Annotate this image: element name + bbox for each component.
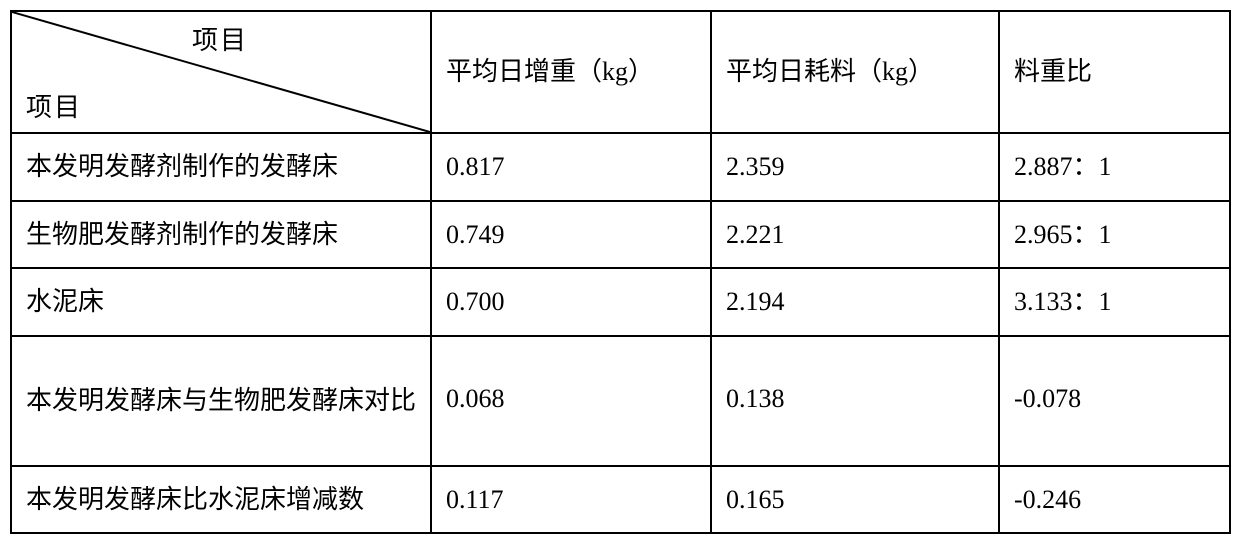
row-label: 本发明发酵床比水泥床增减数 — [12, 467, 430, 533]
cell-value: 2.221 — [712, 202, 998, 268]
cell-value: 0.165 — [712, 467, 998, 533]
column-header: 料重比 — [999, 11, 1230, 133]
cell-value: 2.965：1 — [1000, 202, 1229, 268]
cell-value: 0.817 — [432, 134, 710, 200]
data-cell: 2.194 — [711, 268, 999, 336]
diagonal-bottom-label: 项目 — [26, 87, 82, 124]
data-cell: 2.887：1 — [999, 133, 1230, 201]
cell-value: 0.068 — [432, 370, 710, 432]
data-cell: 2.359 — [711, 133, 999, 201]
table-header-row: 项目 项目 平均日增重（kg） 平均日耗料（kg） 料重比 — [11, 11, 1230, 133]
data-cell: 0.165 — [711, 466, 999, 534]
data-cell: 2.221 — [711, 201, 999, 269]
column-header: 平均日增重（kg） — [431, 11, 711, 133]
table-row: 本发明发酵剂制作的发酵床 0.817 2.359 2.887：1 — [11, 133, 1230, 201]
comparison-table: 项目 项目 平均日增重（kg） 平均日耗料（kg） 料重比 本发明发酵剂制作的发… — [10, 10, 1231, 534]
table-row: 本发明发酵床与生物肥发酵床对比 0.068 0.138 -0.078 — [11, 336, 1230, 466]
row-label-cell: 本发明发酵剂制作的发酵床 — [11, 133, 431, 201]
row-label: 本发明发酵剂制作的发酵床 — [12, 134, 430, 200]
diagonal-top-label: 项目 — [192, 20, 248, 57]
cell-value: 2.887：1 — [1000, 134, 1229, 200]
cell-value: 3.133：1 — [1000, 269, 1229, 335]
data-cell: 0.138 — [711, 336, 999, 466]
table-row: 生物肥发酵剂制作的发酵床 0.749 2.221 2.965：1 — [11, 201, 1230, 269]
data-cell: 0.817 — [431, 133, 711, 201]
cell-value: 0.138 — [712, 370, 998, 432]
data-cell: 0.117 — [431, 466, 711, 534]
column-header-label: 平均日耗料（kg） — [712, 44, 998, 100]
cell-value: 0.749 — [432, 202, 710, 268]
column-header-label: 料重比 — [1000, 44, 1229, 100]
cell-value: -0.078 — [1000, 370, 1229, 432]
column-header-label: 平均日增重（kg） — [432, 44, 710, 100]
data-cell: -0.246 — [999, 466, 1230, 534]
row-label: 水泥床 — [12, 269, 430, 335]
data-cell: 3.133：1 — [999, 268, 1230, 336]
cell-value: 0.117 — [432, 467, 710, 533]
row-label-cell: 生物肥发酵剂制作的发酵床 — [11, 201, 431, 269]
row-label-cell: 本发明发酵床与生物肥发酵床对比 — [11, 336, 431, 466]
data-cell: 0.068 — [431, 336, 711, 466]
row-label: 本发明发酵床与生物肥发酵床对比 — [12, 367, 430, 435]
data-cell: -0.078 — [999, 336, 1230, 466]
cell-value: 2.359 — [712, 134, 998, 200]
data-cell: 2.965：1 — [999, 201, 1230, 269]
cell-value: 2.194 — [712, 269, 998, 335]
row-label: 生物肥发酵剂制作的发酵床 — [12, 202, 430, 268]
column-header: 平均日耗料（kg） — [711, 11, 999, 133]
table-row: 本发明发酵床比水泥床增减数 0.117 0.165 -0.246 — [11, 466, 1230, 534]
diagonal-header-cell: 项目 项目 — [11, 11, 431, 133]
data-cell: 0.700 — [431, 268, 711, 336]
cell-value: 0.700 — [432, 269, 710, 335]
table-row: 水泥床 0.700 2.194 3.133：1 — [11, 268, 1230, 336]
cell-value: -0.246 — [1000, 467, 1229, 533]
row-label-cell: 本发明发酵床比水泥床增减数 — [11, 466, 431, 534]
row-label-cell: 水泥床 — [11, 268, 431, 336]
data-cell: 0.749 — [431, 201, 711, 269]
